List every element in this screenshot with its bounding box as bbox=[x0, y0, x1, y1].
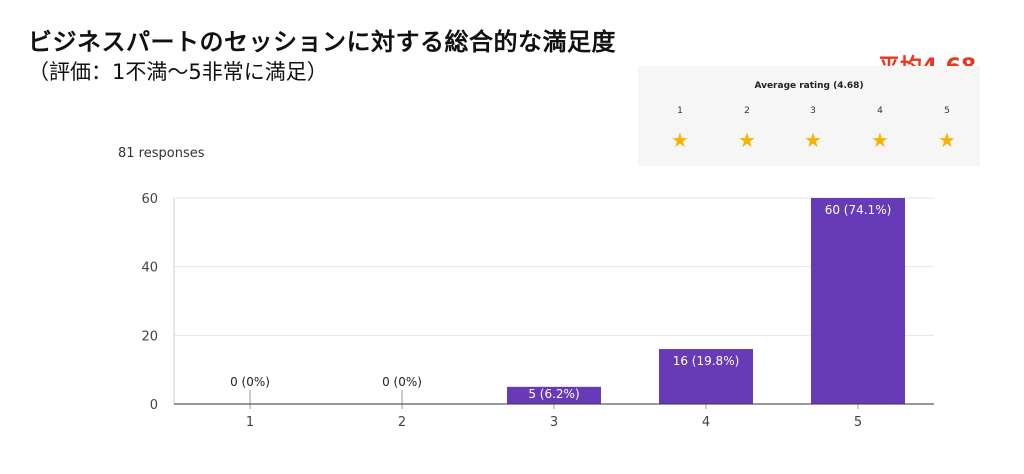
rating-level-label: 2 bbox=[744, 106, 750, 116]
rating-level-label: 1 bbox=[677, 106, 683, 116]
star-icon: ★ bbox=[871, 128, 889, 152]
bar-4 bbox=[659, 349, 753, 404]
rating-level-label: 4 bbox=[877, 106, 883, 116]
rating-level-4: 4 ★ bbox=[865, 106, 895, 150]
star-icon: ★ bbox=[671, 128, 689, 152]
y-tick-label: 0 bbox=[150, 398, 158, 413]
rating-level-5: 5 ★ bbox=[932, 106, 962, 150]
data-label: 5 (6.2%) bbox=[528, 387, 579, 401]
chart-subtitle: （評価：1不満～5非常に満足） bbox=[28, 60, 328, 84]
rating-level-label: 3 bbox=[810, 106, 816, 116]
x-tick-label: 2 bbox=[398, 415, 406, 430]
data-label: 16 (19.8%) bbox=[673, 354, 740, 368]
x-tick-label: 5 bbox=[854, 415, 862, 430]
rating-level-3: 3 ★ bbox=[798, 106, 828, 150]
rating-level-2: 2 ★ bbox=[732, 106, 762, 150]
bar-5 bbox=[811, 198, 905, 404]
rating-level-label: 5 bbox=[944, 106, 950, 116]
average-rating-panel: Average rating (4.68) 1 ★ 2 ★ 3 ★ 4 ★ 5 ★ bbox=[638, 66, 980, 166]
rating-level-1: 1 ★ bbox=[665, 106, 695, 150]
star-icon: ★ bbox=[738, 128, 756, 152]
y-tick-label: 20 bbox=[141, 329, 158, 344]
star-icon: ★ bbox=[932, 130, 962, 150]
x-tick-label: 1 bbox=[246, 415, 254, 430]
bar-3 bbox=[507, 386, 601, 404]
x-tick-label: 3 bbox=[550, 415, 558, 430]
data-label: 0 (0%) bbox=[382, 375, 422, 389]
data-label: 0 (0%) bbox=[230, 375, 270, 389]
average-rating-title: Average rating (4.68) bbox=[754, 81, 864, 91]
responses-count: 81 responses bbox=[118, 146, 205, 161]
x-tick-label: 4 bbox=[702, 415, 710, 430]
data-label: 60 (74.1%) bbox=[825, 203, 892, 217]
y-tick-label: 60 bbox=[141, 192, 158, 207]
star-icon: ★ bbox=[804, 128, 822, 152]
chart-title: ビジネスパートのセッションに対する総合的な満足度 bbox=[28, 28, 616, 56]
y-tick-label: 40 bbox=[141, 261, 158, 276]
